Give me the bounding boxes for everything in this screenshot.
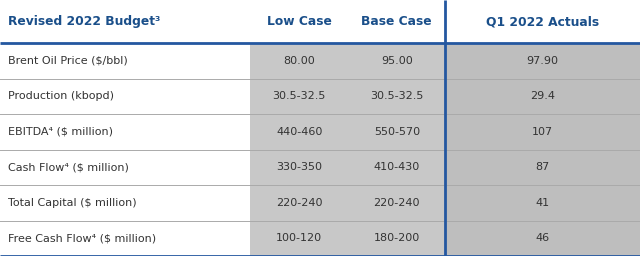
Text: 80.00: 80.00: [284, 56, 315, 66]
Text: 550-570: 550-570: [374, 127, 420, 137]
Text: 107: 107: [532, 127, 553, 137]
Bar: [445, 114, 640, 150]
Bar: [0, 79, 250, 114]
Text: 180-200: 180-200: [374, 233, 420, 243]
Text: EBITDA⁴ ($ million): EBITDA⁴ ($ million): [8, 127, 113, 137]
Text: 29.4: 29.4: [530, 91, 555, 101]
Bar: [250, 43, 445, 79]
Text: Q1 2022 Actuals: Q1 2022 Actuals: [486, 15, 599, 28]
Text: Total Capital ($ million): Total Capital ($ million): [8, 198, 136, 208]
Bar: [445, 185, 640, 220]
Text: 330-350: 330-350: [276, 162, 322, 172]
Bar: [0, 114, 250, 150]
Text: 100-120: 100-120: [276, 233, 323, 243]
Bar: [445, 150, 640, 185]
Text: 95.00: 95.00: [381, 56, 413, 66]
Text: Cash Flow⁴ ($ million): Cash Flow⁴ ($ million): [8, 162, 129, 172]
Text: 46: 46: [535, 233, 550, 243]
Text: 440-460: 440-460: [276, 127, 323, 137]
Text: Low Case: Low Case: [267, 15, 332, 28]
Bar: [0, 43, 250, 79]
Text: 220-240: 220-240: [276, 198, 323, 208]
Text: Production (kbopd): Production (kbopd): [8, 91, 114, 101]
Text: 220-240: 220-240: [374, 198, 420, 208]
Bar: [250, 220, 445, 256]
Bar: [0, 220, 250, 256]
Bar: [445, 79, 640, 114]
Text: 41: 41: [535, 198, 550, 208]
Bar: [445, 220, 640, 256]
Text: 30.5-32.5: 30.5-32.5: [370, 91, 424, 101]
Text: Revised 2022 Budget³: Revised 2022 Budget³: [8, 15, 160, 28]
Text: Brent Oil Price ($/bbl): Brent Oil Price ($/bbl): [8, 56, 127, 66]
Text: 97.90: 97.90: [526, 56, 558, 66]
Text: Base Case: Base Case: [362, 15, 432, 28]
Bar: [250, 185, 445, 220]
Text: 87: 87: [535, 162, 550, 172]
Bar: [0, 185, 250, 220]
Text: 410-430: 410-430: [374, 162, 420, 172]
Bar: [0, 150, 250, 185]
Bar: [250, 150, 445, 185]
Bar: [445, 43, 640, 79]
Bar: [0, 0, 640, 43]
Bar: [250, 79, 445, 114]
Text: 30.5-32.5: 30.5-32.5: [273, 91, 326, 101]
Text: Free Cash Flow⁴ ($ million): Free Cash Flow⁴ ($ million): [8, 233, 156, 243]
Bar: [250, 114, 445, 150]
